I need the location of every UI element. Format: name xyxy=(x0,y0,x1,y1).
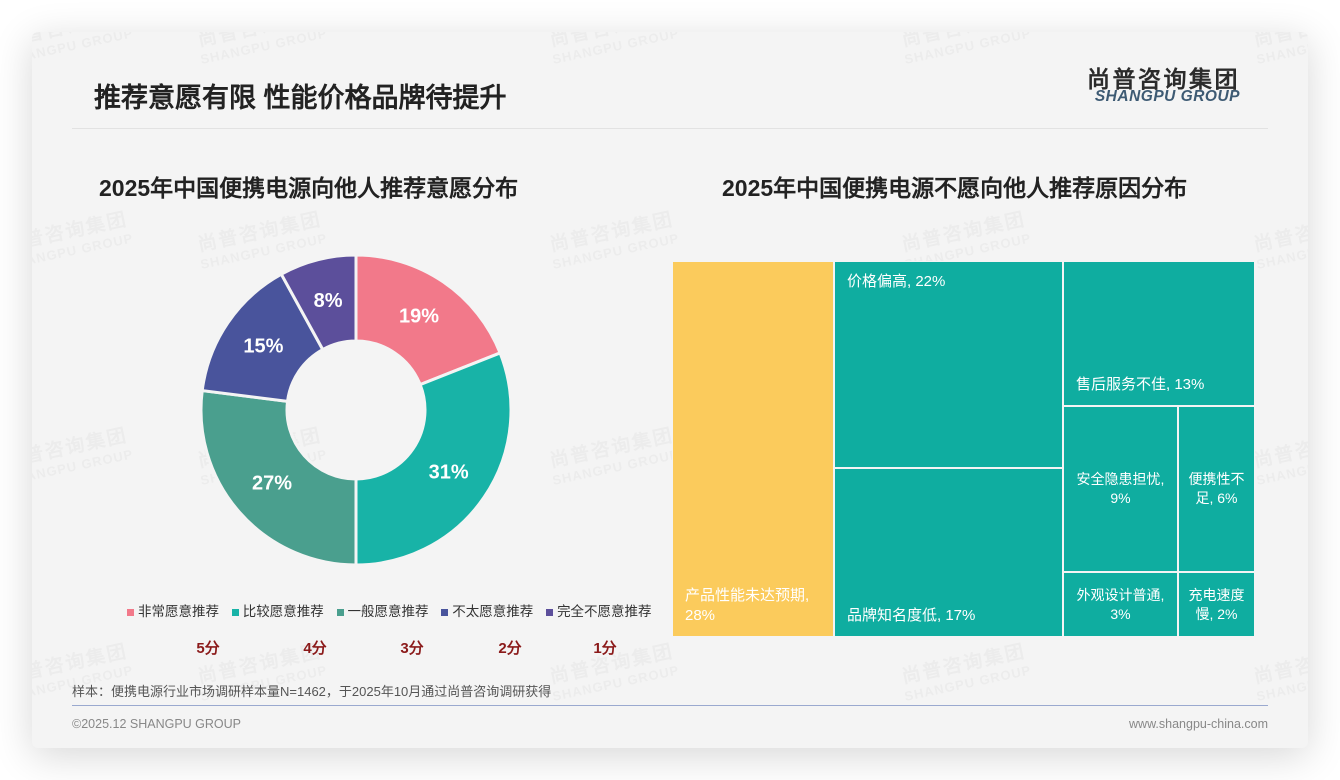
svg-text:19%: 19% xyxy=(399,306,439,328)
svg-text:31%: 31% xyxy=(429,461,469,483)
svg-text:15%: 15% xyxy=(243,335,283,357)
svg-text:27%: 27% xyxy=(252,472,292,494)
svg-text:8%: 8% xyxy=(314,290,343,312)
